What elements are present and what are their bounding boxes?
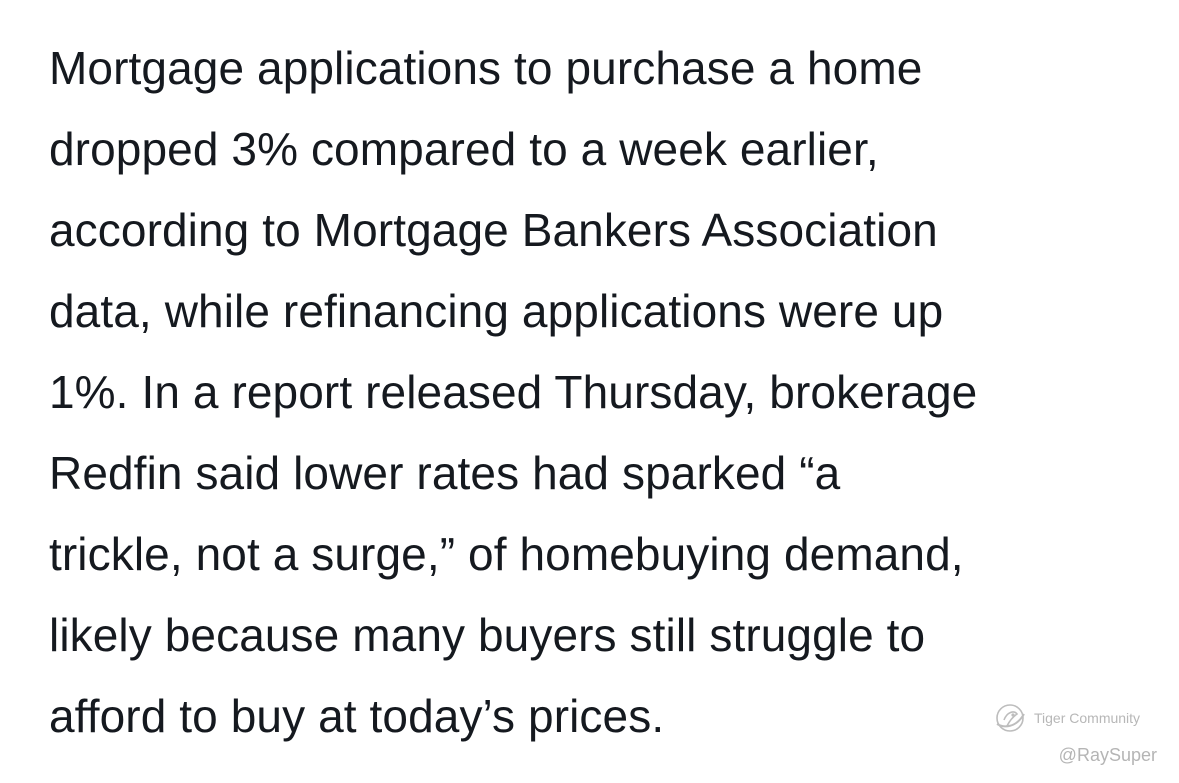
article-line: according to Mortgage Bankers Associatio… — [49, 204, 938, 256]
article-line: data, while refinancing applications wer… — [49, 285, 944, 337]
article-line: trickle, not a surge,” of homebuying dem… — [49, 528, 964, 580]
article-line: 1%. In a report released Thursday, broke… — [49, 366, 978, 418]
tiger-community-logo-icon — [996, 704, 1025, 732]
article-paragraph: Mortgage applications to purchase a home… — [49, 28, 1159, 757]
article-line: likely because many buyers still struggl… — [49, 609, 926, 661]
article-line: dropped 3% compared to a week earlier, — [49, 123, 879, 175]
article-line: Redfin said lower rates had sparked “a — [49, 447, 841, 499]
author-handle: @RaySuper — [1058, 745, 1157, 765]
article-line: afford to buy at today’s prices. — [49, 690, 665, 742]
watermark-text: Tiger Community — [1034, 710, 1141, 726]
article-line: Mortgage applications to purchase a home — [49, 42, 923, 94]
watermark: Tiger Community — [990, 698, 1140, 738]
